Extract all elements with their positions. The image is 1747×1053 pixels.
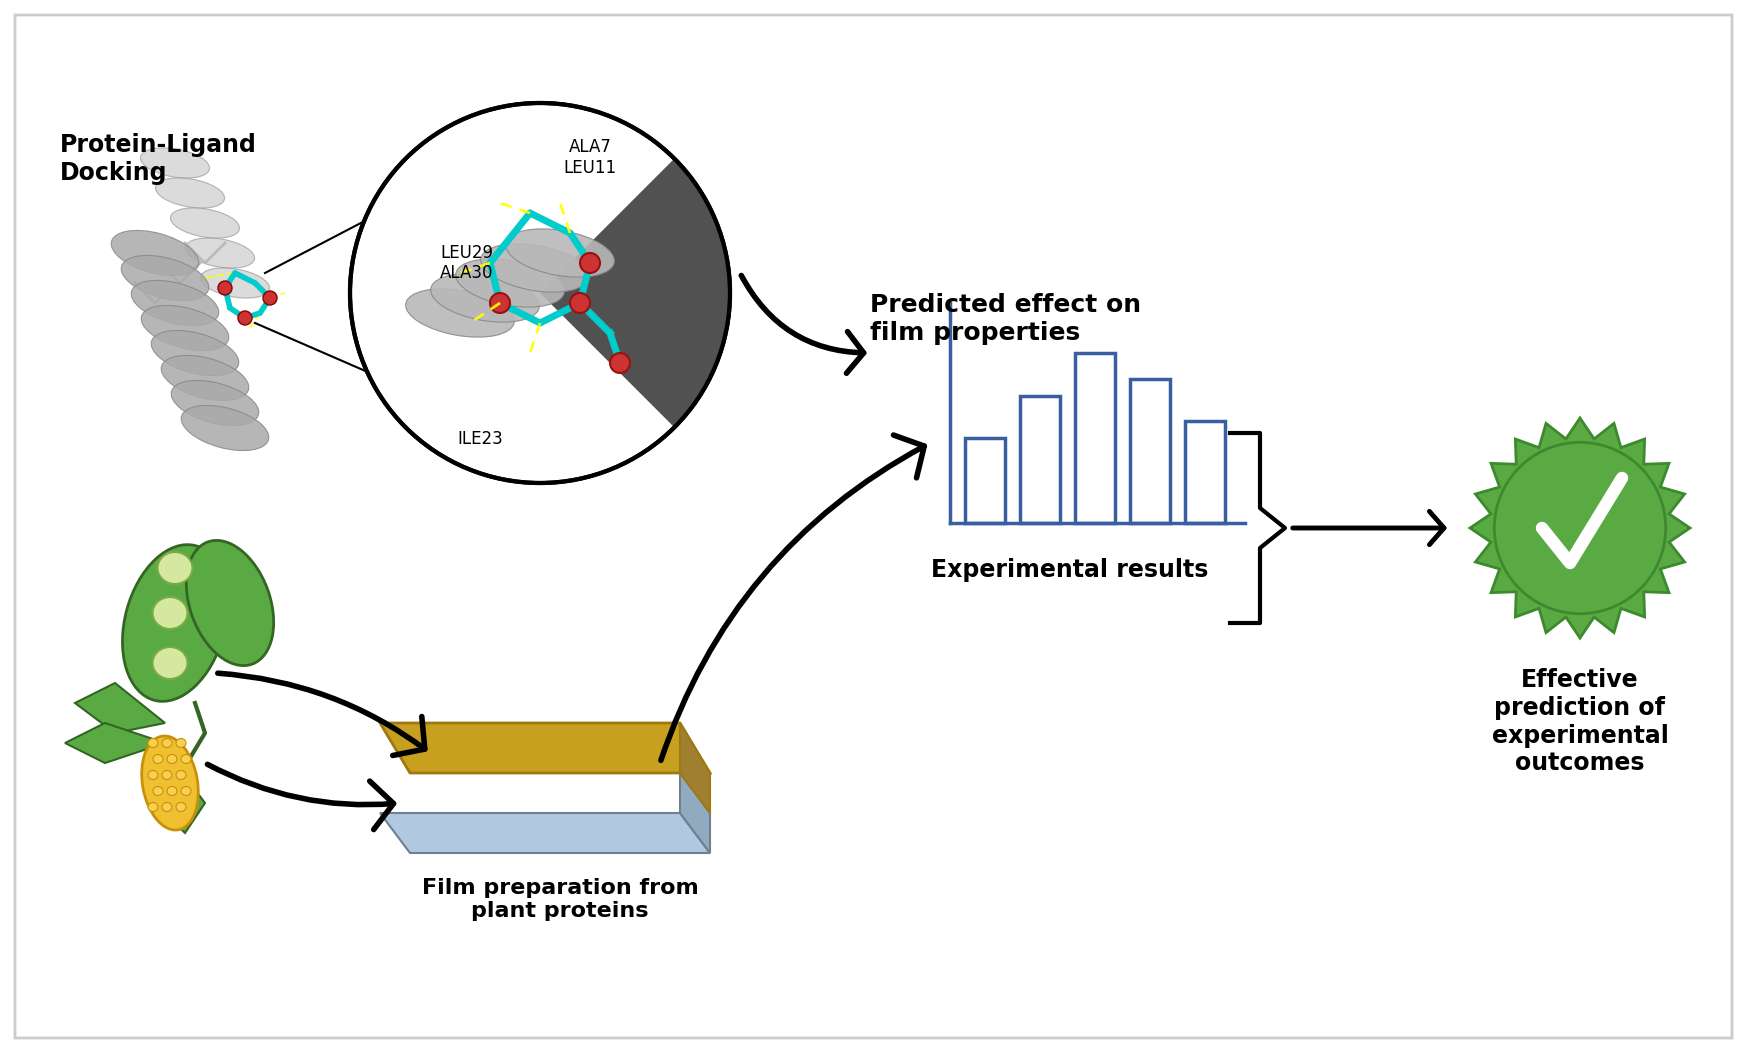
Circle shape <box>349 103 730 483</box>
Ellipse shape <box>176 802 185 812</box>
Ellipse shape <box>140 147 210 178</box>
Text: LEU29
ALA30: LEU29 ALA30 <box>440 243 493 282</box>
Ellipse shape <box>176 738 185 748</box>
Circle shape <box>218 281 232 295</box>
Ellipse shape <box>142 305 229 351</box>
Ellipse shape <box>131 280 218 325</box>
Text: ILE23: ILE23 <box>458 430 503 448</box>
Ellipse shape <box>176 771 185 779</box>
Ellipse shape <box>162 802 171 812</box>
Ellipse shape <box>182 755 190 763</box>
Bar <box>1074 353 1115 523</box>
Polygon shape <box>680 723 709 813</box>
Ellipse shape <box>168 755 176 763</box>
Ellipse shape <box>185 238 255 269</box>
Ellipse shape <box>182 787 190 795</box>
Circle shape <box>580 253 599 273</box>
Ellipse shape <box>148 802 157 812</box>
Ellipse shape <box>121 256 210 300</box>
Circle shape <box>489 293 510 313</box>
Ellipse shape <box>432 274 540 322</box>
Polygon shape <box>381 813 709 853</box>
Text: ALA7
LEU11: ALA7 LEU11 <box>564 138 617 177</box>
Circle shape <box>610 353 631 373</box>
Ellipse shape <box>152 331 239 376</box>
Text: Film preparation from
plant proteins: Film preparation from plant proteins <box>421 878 699 921</box>
Ellipse shape <box>154 787 162 795</box>
Polygon shape <box>680 773 709 853</box>
Ellipse shape <box>148 738 157 748</box>
Ellipse shape <box>405 289 514 337</box>
Ellipse shape <box>152 597 187 629</box>
Circle shape <box>570 293 590 313</box>
Ellipse shape <box>122 544 227 701</box>
Text: Predicted effect on
film properties: Predicted effect on film properties <box>870 293 1141 344</box>
Ellipse shape <box>505 229 615 277</box>
Ellipse shape <box>171 207 239 238</box>
Circle shape <box>1494 442 1665 614</box>
Circle shape <box>238 311 252 325</box>
Ellipse shape <box>142 736 199 830</box>
Circle shape <box>264 291 278 305</box>
Text: Effective
prediction of
experimental
outcomes: Effective prediction of experimental out… <box>1492 668 1668 775</box>
Text: Protein-Ligand
Docking: Protein-Ligand Docking <box>59 133 257 184</box>
Ellipse shape <box>162 771 171 779</box>
Ellipse shape <box>201 267 269 298</box>
Ellipse shape <box>157 552 192 584</box>
Ellipse shape <box>112 231 199 276</box>
Ellipse shape <box>456 259 564 307</box>
Text: Experimental results: Experimental results <box>931 558 1209 582</box>
Ellipse shape <box>154 755 162 763</box>
Polygon shape <box>1469 418 1689 638</box>
Polygon shape <box>155 763 204 833</box>
Ellipse shape <box>152 647 187 679</box>
Ellipse shape <box>168 787 176 795</box>
Ellipse shape <box>155 178 225 208</box>
Ellipse shape <box>480 244 589 292</box>
Ellipse shape <box>182 405 269 451</box>
Ellipse shape <box>162 738 171 748</box>
Bar <box>1184 421 1225 523</box>
Ellipse shape <box>187 540 274 665</box>
Polygon shape <box>65 723 164 763</box>
Bar <box>964 438 1005 523</box>
Wedge shape <box>540 159 730 428</box>
Bar <box>1130 378 1170 523</box>
Ellipse shape <box>161 356 248 400</box>
Ellipse shape <box>171 380 259 425</box>
Polygon shape <box>75 683 164 733</box>
Bar <box>1020 396 1060 523</box>
Polygon shape <box>381 723 709 773</box>
Ellipse shape <box>148 771 157 779</box>
